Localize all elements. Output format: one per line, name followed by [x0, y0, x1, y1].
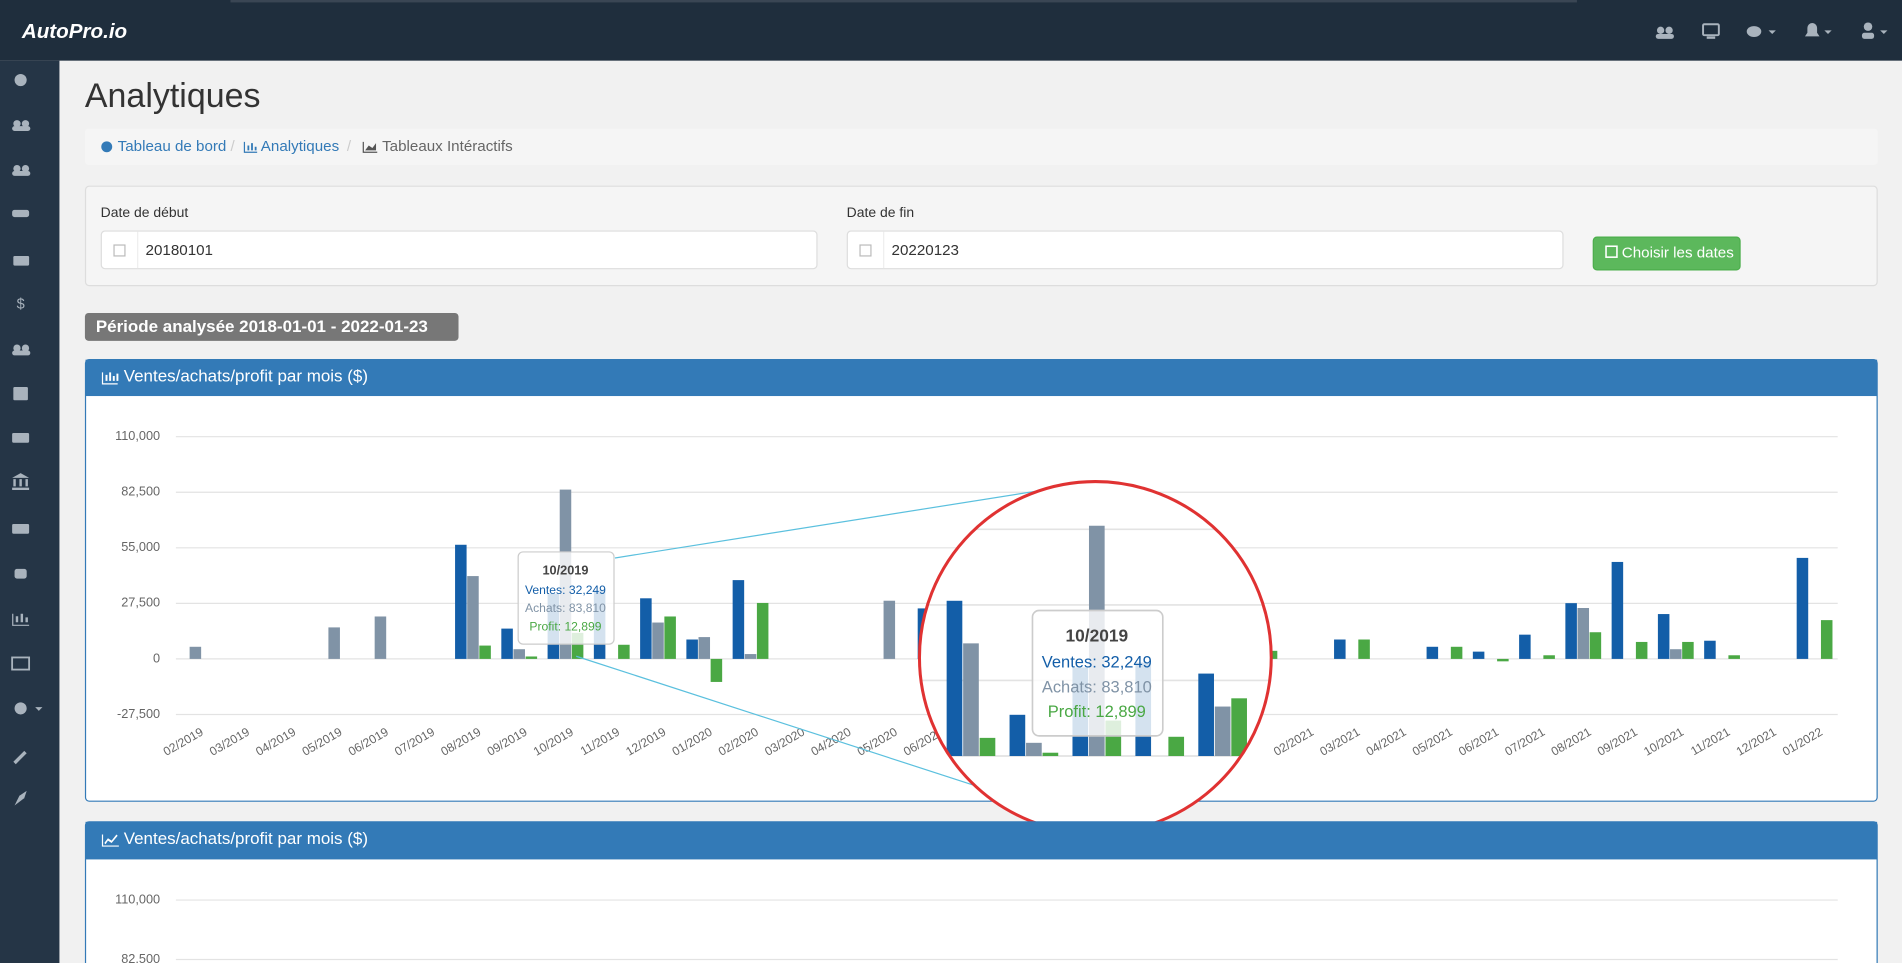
- bar: [1358, 639, 1370, 659]
- bar: [664, 616, 676, 659]
- bar: [1704, 640, 1716, 659]
- tooltip-title: 10/2019: [542, 563, 588, 578]
- bar: [1670, 649, 1682, 659]
- y-tick-label: 27,500: [121, 595, 160, 610]
- bar: [1426, 646, 1439, 659]
- bar: [698, 637, 711, 659]
- bar: [1635, 641, 1648, 659]
- crumb-icon: [362, 141, 378, 153]
- nav-icons[interactable]: [1655, 22, 1888, 39]
- y-axis: -27,500 0 27,500 55,000 82,500 110,000: [115, 428, 160, 721]
- crumb-link[interactable]: Tableau de bord: [118, 138, 227, 155]
- bar: [455, 544, 467, 659]
- panel-header: [85, 359, 1878, 397]
- choose-dates-button[interactable]: [1592, 236, 1741, 271]
- bar: [1728, 655, 1740, 659]
- crumb-icon: [243, 141, 258, 153]
- bar: [189, 646, 202, 659]
- sidebar-icons[interactable]: $: [11, 73, 43, 806]
- sidebar: [0, 60, 60, 963]
- bar: [1657, 614, 1670, 659]
- tooltip-line: Ventes: 32,249: [525, 583, 606, 597]
- bar: [1820, 620, 1833, 659]
- bar: [1611, 561, 1624, 659]
- chart-title: Ventes/achats/profit par mois ($): [124, 829, 368, 848]
- y-tick-label: 110,000: [115, 428, 160, 443]
- y-tick-label: -27,500: [117, 706, 160, 721]
- period-text: Période analysée 2018-01-01 - 2022-01-23: [96, 317, 428, 336]
- crumb-link[interactable]: Analytiques: [261, 138, 340, 155]
- bar: [1334, 639, 1346, 659]
- panel-icon: [101, 834, 119, 847]
- y-tick-label: 82,500: [121, 951, 160, 963]
- bar: [652, 622, 664, 659]
- crumb-current: Tableaux Intéractifs: [382, 138, 513, 155]
- bar: [1577, 607, 1590, 659]
- bar: [525, 656, 538, 659]
- bar: [1497, 658, 1509, 662]
- field-label: Date de début: [101, 204, 189, 220]
- bar: [513, 649, 525, 659]
- crumb-sep: /: [347, 138, 352, 155]
- bar: [1565, 603, 1577, 659]
- bar: [328, 627, 340, 659]
- bar: [756, 602, 769, 659]
- bar: [744, 654, 757, 659]
- bar: [640, 598, 652, 659]
- svg-text:$: $: [17, 296, 25, 312]
- tooltip: [517, 551, 615, 645]
- bar: [571, 632, 584, 659]
- bar: [710, 658, 723, 682]
- brand[interactable]: AutoPro.io: [21, 20, 127, 43]
- lens-connector: [575, 655, 1029, 804]
- bar: [1589, 632, 1602, 659]
- field-label: Date de fin: [847, 204, 914, 220]
- bar: [1450, 646, 1463, 659]
- tooltip-line: Achats: 83,810: [525, 601, 606, 615]
- bar: [501, 628, 513, 659]
- period-badge: [84, 312, 459, 341]
- crumb-sep: /: [230, 138, 235, 155]
- bar: [1519, 634, 1531, 659]
- y-tick-label: 0: [153, 650, 160, 665]
- bar: [1472, 651, 1485, 659]
- chart-title: Ventes/achats/profit par mois ($): [124, 367, 368, 386]
- end-date-input[interactable]: [846, 230, 1564, 270]
- breadcrumb: [84, 128, 1878, 165]
- bar: [1682, 641, 1694, 659]
- page-title: Analytiques: [85, 77, 261, 115]
- button-label[interactable]: Choisir les dates: [1622, 245, 1734, 262]
- bar: [618, 644, 630, 659]
- bar: [1796, 557, 1809, 659]
- y-tick-label: 82,500: [121, 484, 160, 499]
- bar: [374, 616, 387, 659]
- tooltip-line: Profit: 12,899: [529, 619, 601, 633]
- y-tick-label: 55,000: [121, 539, 160, 554]
- bar: [467, 576, 479, 659]
- input-value: 20220123: [892, 242, 959, 259]
- bar: [479, 645, 491, 659]
- top-strip: [230, 0, 1577, 3]
- lens-connector: [614, 489, 1044, 559]
- y-axis: 82,500 110,000: [115, 891, 1838, 963]
- y-tick-label: 110,000: [115, 891, 160, 906]
- navbar: [0, 0, 1902, 61]
- bar: [686, 639, 698, 659]
- calendar-icon: [859, 244, 872, 257]
- bar: [883, 600, 896, 659]
- button-icon: [1605, 245, 1618, 258]
- panel-header: [85, 821, 1878, 860]
- crumb-icon: [101, 141, 113, 153]
- calendar-icon: [113, 244, 126, 257]
- panel-icon: [101, 372, 119, 385]
- bar: [1543, 655, 1555, 659]
- start-date-input[interactable]: [100, 230, 818, 270]
- input-value: 20180101: [146, 242, 213, 259]
- bar: [732, 580, 745, 659]
